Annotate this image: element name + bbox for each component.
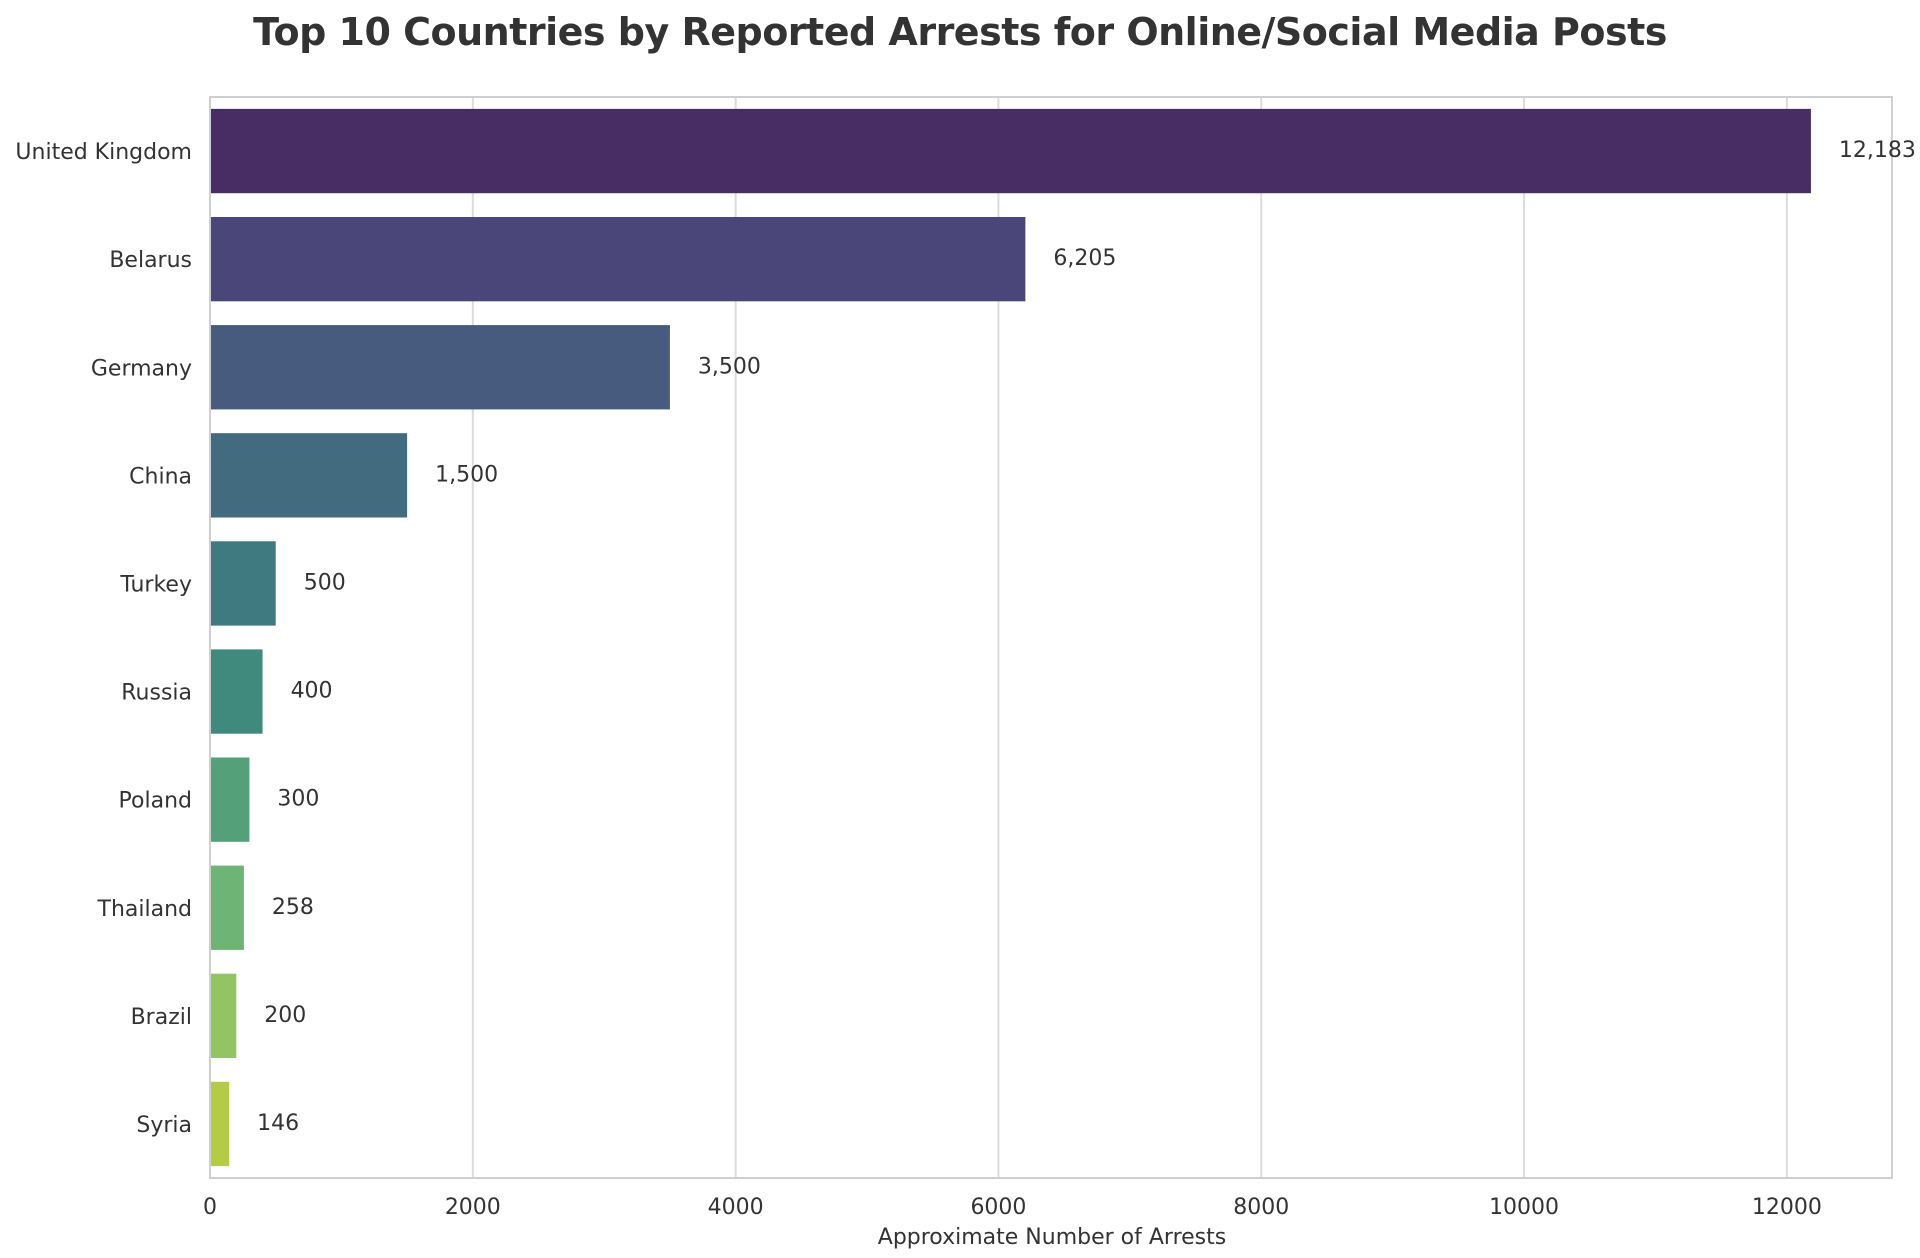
value-labels: 12,183 6,205 3,500 1,500 500 400 300 258 200 146	[257, 138, 1916, 1136]
data-label: 6,205	[1053, 246, 1116, 271]
bar	[210, 541, 276, 626]
category-label: China	[129, 464, 192, 489]
category-label: Belarus	[109, 248, 192, 273]
x-tick-label: 4000	[708, 1195, 764, 1220]
bar	[210, 108, 1811, 194]
data-label: 400	[291, 679, 333, 704]
category-label: United Kingdom	[15, 140, 192, 165]
plot-frame	[209, 96, 1893, 1179]
data-label: 300	[277, 787, 319, 812]
bar	[210, 973, 237, 1059]
category-label: Syria	[136, 1113, 192, 1138]
data-label: 500	[304, 570, 346, 595]
bars	[210, 108, 1811, 1167]
category-labels: United Kingdom Belarus Germany China Turkey R…	[15, 140, 192, 1138]
category-label: Brazil	[131, 1005, 192, 1030]
data-label: 1,500	[435, 462, 498, 487]
x-axis-label: Approximate Number of Arrests	[878, 1225, 1226, 1250]
data-label: 3,500	[698, 354, 761, 379]
category-label: Poland	[119, 789, 192, 814]
data-label: 146	[257, 1111, 299, 1136]
x-tick-label: 12000	[1752, 1195, 1822, 1220]
plot-border	[209, 96, 1893, 1179]
x-tick-label: 10000	[1489, 1195, 1559, 1220]
x-tick-label: 2000	[445, 1195, 501, 1220]
bar	[210, 865, 244, 950]
x-tick-labels: 0 2000 4000 6000 8000 10000 12000	[203, 1195, 1822, 1220]
x-tick-label: 8000	[1233, 1195, 1289, 1220]
x-tick-label: 0	[203, 1195, 217, 1220]
bar	[210, 1081, 230, 1167]
bar	[210, 433, 408, 518]
data-label: 258	[272, 895, 314, 920]
category-label: Thailand	[97, 897, 192, 922]
bar	[210, 649, 263, 734]
category-label: Turkey	[119, 572, 192, 597]
data-label: 200	[264, 1003, 306, 1028]
bar	[210, 216, 1026, 302]
chart-title: Top 10 Countries by Reported Arrests for…	[253, 10, 1667, 54]
bar	[210, 325, 670, 410]
x-tick-label: 6000	[970, 1195, 1026, 1220]
category-label: Germany	[91, 356, 192, 381]
category-label: Russia	[121, 681, 192, 706]
data-label: 12,183	[1839, 138, 1916, 163]
bar	[210, 757, 250, 842]
